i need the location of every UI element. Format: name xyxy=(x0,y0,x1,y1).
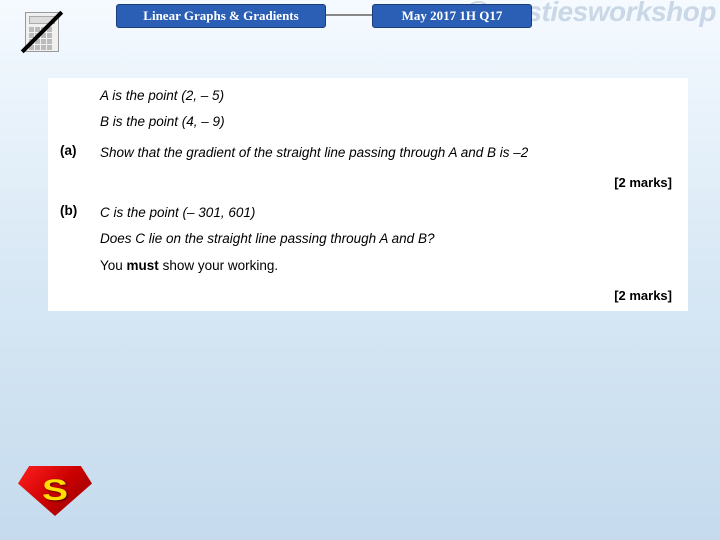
part-a-text: Show that the gradient of the straight l… xyxy=(100,145,528,160)
pill-connector xyxy=(326,14,372,16)
part-b-marks: [2 marks] xyxy=(60,288,676,303)
question-part-a: (a) Show that the gradient of the straig… xyxy=(48,135,688,198)
superman-logo-icon: S xyxy=(18,466,92,516)
part-a-label: (a) xyxy=(60,143,100,158)
question-part-b: (b) C is the point (– 301, 601) Does C l… xyxy=(48,195,688,311)
part-b-line1: C is the point (– 301, 601) xyxy=(100,205,255,220)
topic-pill: Linear Graphs & Gradients xyxy=(116,4,326,28)
part-b-line3b: must xyxy=(127,258,159,273)
part-b-line2: Does C lie on the straight line passing … xyxy=(100,231,434,246)
part-b-line3c: show your working. xyxy=(159,258,278,273)
part-a-marks: [2 marks] xyxy=(60,175,676,190)
part-b-label: (b) xyxy=(60,203,100,218)
point-a-text: A is the point (2, – 5) xyxy=(100,88,224,103)
no-calculator-icon xyxy=(18,8,66,56)
part-b-line3a: You xyxy=(100,258,127,273)
point-b-text: B is the point (4, – 9) xyxy=(100,114,225,129)
source-pill: May 2017 1H Q17 xyxy=(372,4,532,28)
